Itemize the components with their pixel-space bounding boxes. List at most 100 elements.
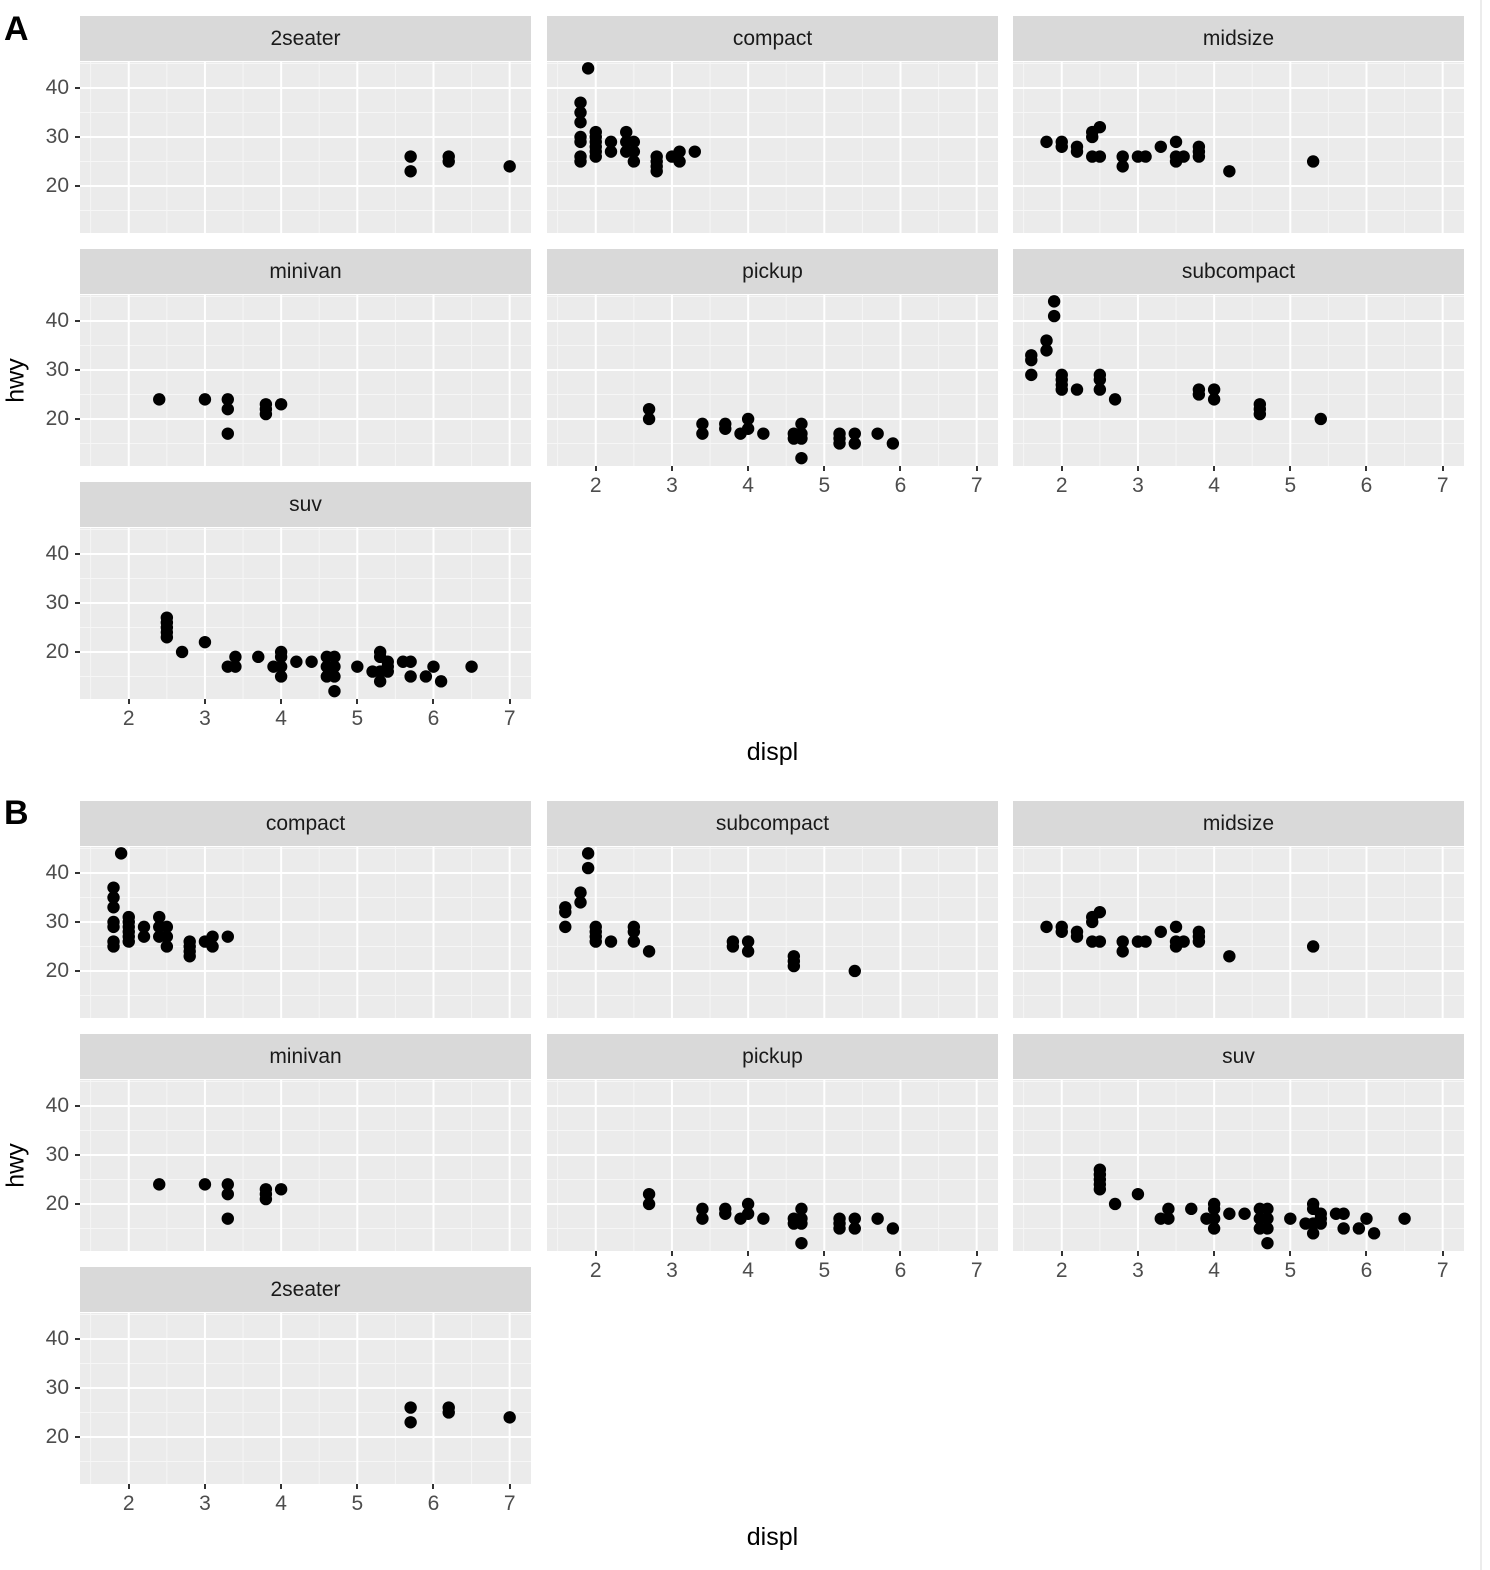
- data-point: [1162, 1202, 1175, 1216]
- facet-strip: minivan: [80, 1034, 531, 1079]
- y-tick-label: 40: [45, 308, 69, 332]
- data-point: [221, 393, 234, 406]
- data-point: [114, 847, 128, 860]
- x-tick: 6: [1351, 466, 1381, 498]
- data-point: [1314, 1217, 1327, 1230]
- x-tick: 2: [581, 1251, 611, 1283]
- data-point: [1055, 383, 1068, 396]
- data-point: [434, 675, 448, 688]
- data-point: [741, 945, 755, 958]
- x-tick-label: 3: [1132, 1259, 1144, 1282]
- tick-mark: [75, 969, 80, 972]
- data-point: [107, 881, 120, 894]
- x-tick: 4: [733, 1251, 763, 1283]
- data-point: [259, 1192, 273, 1206]
- tick-mark: [432, 699, 435, 704]
- scatter-layer: [1013, 295, 1464, 466]
- data-point: [305, 655, 318, 668]
- x-tick-label: 5: [818, 474, 831, 497]
- data-point: [160, 631, 174, 644]
- data-point: [160, 940, 174, 953]
- facet-strip: compact: [80, 801, 531, 846]
- data-point: [1306, 155, 1320, 168]
- data-point: [574, 96, 587, 109]
- scatter-layer: [80, 295, 531, 466]
- facet-strip: subcompact: [1013, 249, 1464, 294]
- tick-mark: [899, 1251, 902, 1256]
- data-point: [442, 1406, 455, 1419]
- scatter-layer: [80, 528, 531, 699]
- plot-area: [547, 1080, 998, 1251]
- data-point: [1047, 309, 1061, 323]
- y-tick: 30: [46, 1143, 80, 1166]
- data-point: [833, 437, 846, 450]
- data-point: [404, 655, 417, 668]
- x-tick: 2: [114, 699, 144, 731]
- plot-area: [547, 295, 998, 466]
- data-point: [559, 920, 572, 934]
- data-point: [404, 1401, 417, 1414]
- tick-mark: [594, 1251, 597, 1256]
- x-tick: 6: [885, 466, 915, 498]
- x-tick-label: 3: [1132, 474, 1144, 497]
- data-point: [1207, 1202, 1221, 1216]
- tick-mark: [1441, 1251, 1444, 1256]
- x-tick: 2: [1047, 1251, 1077, 1283]
- facet-strip: suv: [80, 482, 531, 527]
- data-point: [604, 135, 618, 149]
- tick-mark: [1060, 1251, 1063, 1256]
- x-tick: 4: [266, 1484, 296, 1516]
- data-point: [604, 145, 618, 158]
- y-tick: 40: [45, 308, 80, 332]
- tick-mark: [899, 466, 902, 471]
- x-tick-label: 6: [427, 1492, 440, 1515]
- y-axis: 20 30 40: [0, 528, 80, 699]
- data-point: [604, 935, 618, 948]
- data-point: [1131, 1187, 1145, 1201]
- data-point: [274, 398, 288, 411]
- data-point: [198, 635, 212, 649]
- data-point: [221, 427, 234, 440]
- y-tick: 20: [46, 174, 80, 197]
- data-point: [1070, 930, 1084, 943]
- data-point: [1253, 407, 1267, 421]
- x-tick: 7: [962, 1251, 992, 1283]
- facet-strip: 2seater: [80, 16, 531, 61]
- x-tick: 5: [809, 466, 839, 498]
- tick-mark: [203, 699, 206, 704]
- data-point: [726, 940, 740, 953]
- data-point: [1116, 150, 1129, 163]
- data-point: [1306, 940, 1320, 953]
- y-tick-label: 20: [45, 958, 69, 982]
- data-point: [1207, 393, 1221, 406]
- tick-mark: [75, 417, 80, 420]
- plot-area: [80, 1080, 531, 1251]
- data-point: [559, 905, 572, 919]
- facet-strip: midsize: [1013, 16, 1464, 61]
- data-point: [627, 135, 641, 149]
- data-point: [696, 427, 709, 440]
- data-point: [1093, 373, 1107, 386]
- scatter-layer: [80, 62, 531, 233]
- data-point: [160, 930, 174, 943]
- data-point: [1093, 383, 1107, 396]
- data-point: [1093, 150, 1107, 163]
- tick-mark: [356, 699, 359, 704]
- x-tick-label: 5: [1284, 1259, 1297, 1282]
- data-point: [137, 920, 151, 934]
- tick-mark: [75, 1202, 80, 1205]
- data-point: [221, 1178, 234, 1191]
- data-point: [1025, 368, 1038, 382]
- x-axis-title: displ: [746, 1523, 799, 1551]
- data-point: [160, 920, 174, 934]
- data-point: [574, 106, 587, 119]
- data-point: [741, 935, 755, 948]
- data-point: [404, 1416, 417, 1429]
- tick-mark: [670, 1251, 673, 1256]
- y-tick: 30: [46, 125, 80, 148]
- tick-mark: [975, 466, 978, 471]
- x-tick-label: 3: [199, 707, 211, 730]
- data-point: [696, 417, 709, 431]
- y-axis: 20 30 40: [0, 295, 80, 466]
- tick-mark: [280, 699, 283, 704]
